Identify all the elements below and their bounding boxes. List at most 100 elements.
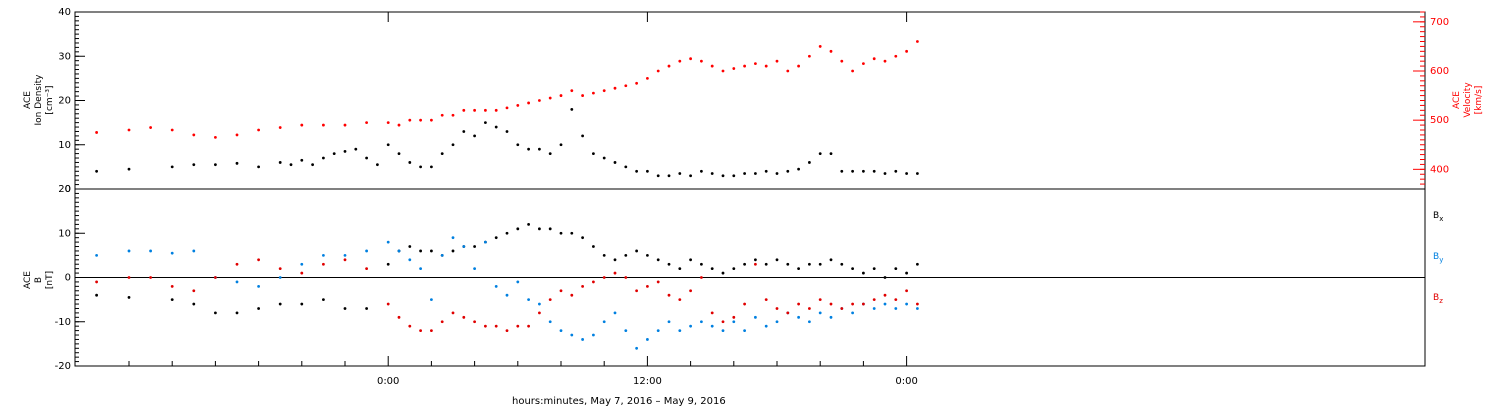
bz-point — [570, 293, 574, 297]
by-point — [721, 329, 725, 332]
density-point — [721, 174, 725, 178]
velocity-point — [386, 121, 390, 125]
density-point — [797, 167, 800, 171]
velocity-point — [754, 62, 757, 66]
velocity-point — [548, 96, 552, 100]
bz-point — [451, 311, 455, 315]
density-axis-label-line3: [cm⁻³] — [45, 85, 55, 114]
by-point — [257, 284, 260, 288]
by-point — [754, 315, 757, 319]
bz-point — [851, 302, 854, 306]
bx-point — [602, 253, 606, 257]
bx-point — [257, 307, 260, 310]
by-point — [440, 253, 444, 257]
density-point — [689, 174, 692, 178]
bx-point — [322, 298, 325, 302]
bx-point — [883, 276, 887, 279]
bx-point — [430, 249, 433, 253]
bx-point — [818, 262, 822, 266]
time-axis: 0:00 12:00 0:00 — [128, 12, 918, 387]
bx-point — [170, 298, 174, 302]
bz-point — [883, 293, 887, 297]
bx-point — [538, 227, 541, 231]
by-point — [516, 280, 520, 284]
velocity-point — [689, 57, 692, 61]
density-series — [95, 107, 919, 178]
density-point — [440, 152, 444, 156]
bz-point — [235, 262, 239, 266]
bx-point — [516, 227, 520, 231]
bx-point — [710, 267, 714, 271]
density-point — [397, 152, 401, 156]
bx-point — [797, 267, 800, 271]
bz-point — [916, 302, 919, 306]
velocity-point — [440, 113, 444, 117]
by-point — [149, 249, 153, 253]
density-point — [192, 163, 196, 167]
bz-point — [786, 311, 790, 315]
bz-point — [613, 271, 617, 275]
density-point — [818, 152, 822, 156]
velocity-point — [764, 64, 768, 68]
velocity-point — [570, 89, 574, 93]
top-panel-frame — [74, 11, 1426, 190]
bz-point — [602, 276, 606, 279]
bz-point — [829, 302, 833, 306]
velocity-point — [343, 123, 347, 127]
bx-point — [592, 245, 595, 248]
bx-point — [192, 302, 196, 306]
bz-point — [494, 324, 498, 328]
bx-point — [408, 245, 412, 248]
velocity-point — [656, 69, 660, 73]
bz-point — [700, 276, 703, 279]
bx-point — [548, 227, 552, 231]
by-point — [743, 329, 746, 332]
bz-point — [527, 324, 530, 328]
velocity-point — [635, 81, 638, 85]
velocity-point — [484, 108, 487, 112]
velocity-point — [894, 54, 898, 58]
bz-point — [764, 298, 768, 302]
velocity-tick-label: 600 — [1430, 66, 1449, 77]
by-point — [700, 320, 703, 324]
density-point — [430, 165, 433, 169]
density-point — [214, 163, 217, 167]
density-point — [278, 161, 282, 164]
magnetic-field-panel: -20 -10 0 10 20 ACE B [nT] Bx By Bz — [23, 184, 1443, 372]
bz-point — [818, 298, 822, 302]
magnetic-field-series — [95, 223, 919, 350]
density-point — [916, 172, 919, 175]
velocity-point — [678, 59, 682, 63]
bx-point — [840, 262, 844, 266]
bx-point — [343, 307, 347, 310]
velocity-axis-label-line2: Velocity — [1463, 82, 1473, 118]
by-point — [365, 249, 368, 253]
time-tick-label: 0:00 — [895, 376, 917, 387]
bx-point — [127, 296, 131, 299]
bx-point — [732, 267, 736, 271]
bz-point — [343, 258, 347, 262]
bz-point — [397, 315, 401, 319]
density-point — [862, 169, 865, 173]
bz-point — [635, 289, 638, 293]
density-velocity-panel: 0 10 20 30 40 400 500 600 700 ACE Ion Density [… — [23, 7, 1484, 195]
density-point — [678, 172, 682, 175]
density-point — [494, 125, 498, 129]
density-point — [905, 172, 908, 175]
velocity-point — [710, 64, 714, 68]
by-point — [322, 253, 325, 257]
velocity-point — [721, 69, 725, 73]
bx-point — [527, 223, 530, 226]
x-axis-title: hours:minutes, May 7, 2016 – May 9, 2016 — [512, 396, 726, 407]
by-point — [667, 320, 671, 324]
bz-point — [149, 276, 153, 279]
velocity-tick-label: 700 — [1430, 17, 1449, 28]
bx-point — [851, 267, 854, 271]
velocity-point — [322, 123, 325, 127]
by-point — [343, 253, 347, 257]
bz-point — [548, 298, 552, 302]
b-axis-label: ACE B [nT] — [23, 271, 55, 289]
velocity-point — [451, 113, 455, 117]
by-point — [235, 280, 239, 284]
